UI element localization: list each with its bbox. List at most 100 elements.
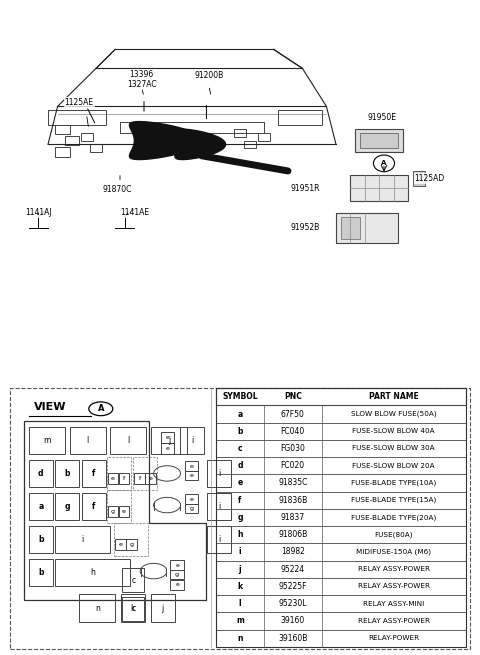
Bar <box>170 570 184 579</box>
Text: 91951R: 91951R <box>290 183 320 193</box>
Text: e: e <box>190 473 193 478</box>
Text: 91837: 91837 <box>281 513 305 522</box>
Text: l: l <box>239 599 241 608</box>
Text: h: h <box>90 568 95 577</box>
Bar <box>207 460 231 487</box>
Bar <box>185 471 198 480</box>
Text: f: f <box>123 476 125 481</box>
Bar <box>216 422 466 440</box>
Bar <box>119 506 129 517</box>
Bar <box>108 506 118 517</box>
Bar <box>107 490 131 523</box>
Bar <box>119 474 129 485</box>
Text: 1141AJ: 1141AJ <box>25 208 52 217</box>
Text: 1141AE: 1141AE <box>120 208 149 217</box>
Bar <box>185 504 198 514</box>
Text: m: m <box>43 436 50 445</box>
Text: j: j <box>162 604 164 612</box>
Text: RELAY ASSY-POWER: RELAY ASSY-POWER <box>358 566 430 572</box>
Text: SYMBOL: SYMBOL <box>222 392 258 402</box>
Text: VIEW: VIEW <box>34 402 66 413</box>
Text: 91870C: 91870C <box>103 185 132 195</box>
Bar <box>55 124 70 134</box>
Text: 13396
1327AC: 13396 1327AC <box>127 70 156 90</box>
Text: e: e <box>149 476 153 481</box>
Text: 91200B: 91200B <box>194 71 223 81</box>
Text: g: g <box>237 513 243 522</box>
Bar <box>82 493 106 520</box>
Bar <box>216 612 466 629</box>
Bar <box>55 460 79 487</box>
Text: l: l <box>127 436 130 445</box>
Bar <box>65 136 79 145</box>
Bar <box>216 561 466 578</box>
Bar <box>216 405 466 422</box>
Text: c: c <box>131 576 135 584</box>
Bar <box>48 110 106 125</box>
Text: b: b <box>237 427 243 436</box>
Bar <box>355 129 403 152</box>
Text: b: b <box>38 535 44 544</box>
Text: 91952B: 91952B <box>290 223 319 233</box>
Bar <box>161 432 174 443</box>
Text: m: m <box>236 616 244 626</box>
Bar <box>207 493 231 520</box>
Text: b: b <box>38 568 44 577</box>
Bar <box>207 526 231 553</box>
Text: FUSE(80A): FUSE(80A) <box>374 531 413 538</box>
Bar <box>79 595 115 622</box>
Bar <box>413 171 425 186</box>
Text: FG030: FG030 <box>280 444 305 453</box>
Text: 1125AD: 1125AD <box>414 174 445 183</box>
Text: i: i <box>239 548 241 557</box>
Bar <box>216 509 466 526</box>
Text: 91835C: 91835C <box>278 478 308 487</box>
Bar <box>107 457 131 490</box>
Text: 39160: 39160 <box>281 616 305 626</box>
Text: c: c <box>238 444 242 453</box>
Bar <box>110 426 146 454</box>
Text: c: c <box>131 605 135 614</box>
Text: e: e <box>166 446 169 451</box>
Text: 91950E: 91950E <box>367 113 396 122</box>
Bar <box>216 388 466 646</box>
Text: FUSE-BLADE TYPE(20A): FUSE-BLADE TYPE(20A) <box>351 514 436 521</box>
Text: 18982: 18982 <box>281 548 305 557</box>
Text: g: g <box>175 572 179 577</box>
Bar <box>29 526 53 553</box>
Text: h: h <box>237 530 243 539</box>
Text: g: g <box>130 542 133 548</box>
Bar <box>82 460 106 487</box>
Bar <box>216 629 466 646</box>
Text: PART NAME: PART NAME <box>369 392 419 402</box>
Bar <box>108 474 118 485</box>
Bar <box>234 129 246 137</box>
Bar <box>55 526 110 553</box>
Bar <box>216 578 466 595</box>
Text: e: e <box>190 496 193 502</box>
Text: f: f <box>238 496 242 505</box>
Bar <box>216 474 466 492</box>
Bar <box>133 457 157 490</box>
Text: e: e <box>190 464 193 468</box>
Text: FUSE-SLOW BLOW 30A: FUSE-SLOW BLOW 30A <box>352 445 435 451</box>
Bar <box>185 461 198 471</box>
Text: n: n <box>95 604 100 612</box>
Bar <box>170 580 184 590</box>
Bar <box>185 495 198 504</box>
Bar <box>341 217 360 239</box>
Bar <box>170 561 184 570</box>
Text: FC020: FC020 <box>281 461 305 470</box>
Text: i: i <box>218 502 220 511</box>
Bar <box>216 526 466 543</box>
Bar <box>81 133 93 141</box>
Bar <box>114 523 148 556</box>
Text: FC040: FC040 <box>281 427 305 436</box>
Text: e: e <box>175 582 179 588</box>
Text: j: j <box>239 565 241 574</box>
Text: e: e <box>175 563 179 567</box>
Bar <box>180 426 204 454</box>
Text: RELAY ASSY-POWER: RELAY ASSY-POWER <box>358 618 430 624</box>
Text: PNC: PNC <box>284 392 302 402</box>
Text: g: g <box>64 502 70 511</box>
